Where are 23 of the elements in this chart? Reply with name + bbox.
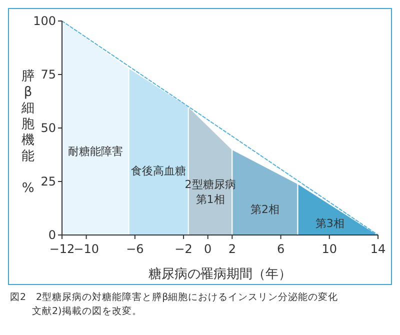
y-tick-label: 100 — [33, 14, 56, 28]
text: 膵β細胞機能 % — [22, 69, 34, 196]
x-tick-label: −10 — [74, 242, 99, 256]
annotation: 2型糖尿病第1相 — [184, 178, 236, 206]
y-tick-label: 75 — [40, 68, 56, 82]
x-tick-label: 2 — [228, 242, 236, 256]
caption: 図2 2型糖尿病の対糖能障害と膵β細胞におけるインスリン分泌能の変化 — [10, 291, 338, 303]
y-tick-label: 50 — [40, 121, 56, 136]
x-tick-label: 0 — [204, 242, 212, 256]
annotation: 第2相 — [250, 202, 280, 216]
x-tick-label: −2 — [174, 242, 192, 256]
x-tick-label: 10 — [322, 242, 338, 256]
x-axis-title: 糖尿病の罹病期間（年） — [148, 267, 292, 282]
annotation: 耐糖能障害 — [68, 145, 123, 158]
x-tick-label: −6 — [126, 242, 144, 256]
x-tick-label: 14 — [370, 242, 386, 256]
y-tick-label: 25 — [40, 174, 56, 189]
annotation: 食後高血糖 — [131, 164, 186, 178]
x-tick-label: 6 — [276, 242, 285, 256]
text: 文献2)掲載の図を改変。 — [32, 305, 142, 317]
annotation: 第3相 — [315, 217, 344, 230]
x-tick-label: −12 — [49, 242, 75, 256]
y-tick-label: 0 — [48, 228, 56, 242]
